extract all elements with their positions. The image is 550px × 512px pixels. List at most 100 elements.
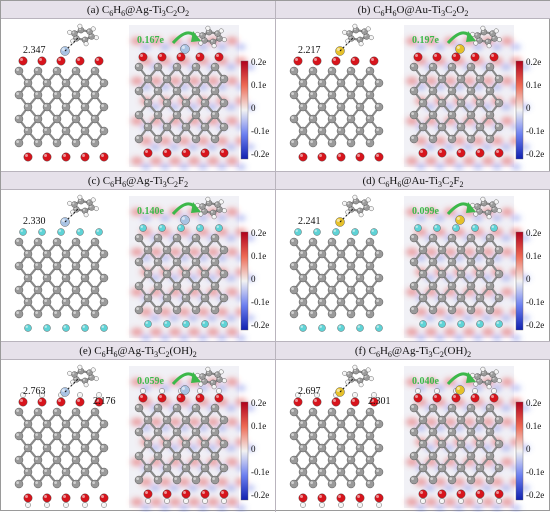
hydrogen-atom — [496, 37, 502, 43]
charge-accumulation — [463, 498, 475, 506]
colorbar-tick: 0.1e — [526, 251, 541, 261]
ti-atom — [374, 419, 384, 429]
ti-atom-highlight — [193, 307, 197, 310]
hydrogen-atom — [77, 392, 83, 398]
hydrogen-atom-highlight — [212, 215, 215, 217]
ti-atom — [327, 407, 337, 417]
carbon-atom-highlight — [200, 33, 203, 36]
ti-atom — [219, 74, 229, 84]
ti-atom-highlight — [193, 283, 197, 286]
ti-atom-highlight — [367, 239, 370, 242]
ti-atom — [153, 281, 163, 291]
charge-depletion — [482, 485, 492, 491]
charge-depletion — [198, 335, 208, 341]
charge-accumulation — [169, 77, 181, 85]
ti-atom-highlight — [164, 465, 168, 468]
ti-atom — [409, 427, 419, 437]
hydrogen-atom-highlight — [440, 499, 442, 501]
ti-atom — [90, 237, 100, 247]
colorbar-tick: -0.2e — [526, 149, 544, 159]
fluorine-atom-highlight — [216, 225, 219, 228]
ti-atom-highlight — [411, 405, 414, 408]
ti-atom-highlight — [458, 295, 461, 298]
ti-atom-highlight — [411, 88, 414, 91]
fluorine-atom-highlight — [333, 229, 336, 232]
charge-accumulation — [188, 328, 200, 336]
ti-atom-highlight — [73, 68, 76, 71]
ti-atom-highlight — [411, 429, 414, 432]
oxygen-atom — [355, 493, 365, 503]
ti-atom-highlight — [35, 68, 38, 71]
ti-atom — [210, 257, 220, 267]
fluorine-atom-highlight — [376, 325, 379, 328]
charge-depletion — [236, 335, 246, 341]
bond-distance-label: 2.330 — [23, 216, 46, 227]
hydrogen-atom — [211, 43, 217, 49]
hydrogen-atom — [365, 367, 371, 373]
charge-accumulation — [406, 248, 418, 256]
charge-depletion — [207, 315, 217, 321]
charge-accumulation — [482, 328, 494, 336]
ti-atom-highlight — [487, 88, 490, 91]
ti-atom — [210, 134, 220, 144]
ti-atom — [153, 134, 163, 144]
colorbar-tick: -0.1e — [526, 297, 544, 307]
ti-atom — [42, 273, 52, 283]
ti-atom-highlight — [92, 409, 95, 412]
hydrogen-atom-highlight — [78, 195, 80, 198]
ti-atom — [90, 407, 100, 417]
hydrogen-atom — [352, 392, 358, 398]
ti-atom — [219, 98, 229, 108]
ti-atom-highlight — [73, 92, 76, 95]
silver-atom — [180, 385, 190, 395]
ti-atom — [14, 237, 24, 247]
ti-atom — [409, 62, 419, 72]
oxygen-atom-highlight — [477, 150, 480, 153]
fluorine-atom — [370, 228, 378, 236]
oxygen-atom — [413, 393, 423, 403]
fluorine-atom — [375, 324, 383, 332]
charge-accumulation — [482, 418, 494, 426]
fluorine-atom-highlight — [63, 325, 66, 328]
oxygen-atom-highlight — [58, 58, 61, 61]
ti-atom — [23, 273, 33, 283]
ti-atom-highlight — [468, 283, 471, 286]
ti-atom — [327, 66, 337, 76]
ti-atom-highlight — [193, 259, 197, 262]
hydrogen-atom-highlight — [206, 367, 208, 370]
oxygen-atom — [331, 56, 341, 66]
oxygen-atom-highlight — [352, 399, 355, 402]
carbon-atom-highlight — [490, 202, 493, 205]
fluorine-atom — [144, 320, 152, 328]
ti-atom — [42, 297, 52, 307]
ti-atom — [71, 237, 81, 247]
arrow-head — [191, 31, 201, 42]
panel-title: (a) C6H6@Ag-Ti3C2O2 — [1, 1, 275, 19]
colorbar-tick: 0 — [251, 103, 256, 113]
ti-atom — [14, 285, 24, 295]
oxygen-atom-highlight — [491, 395, 494, 398]
carbon-atom-highlight — [217, 36, 220, 39]
oxygen-atom — [138, 393, 148, 403]
ti-atom — [317, 467, 327, 477]
ti-atom — [447, 134, 457, 144]
ti-atom-highlight — [458, 271, 461, 274]
colorbar — [515, 401, 524, 501]
ti-atom-highlight — [329, 116, 332, 119]
charge-accumulation — [444, 157, 456, 165]
charge-depletion — [179, 335, 189, 341]
ti-atom — [298, 297, 308, 307]
colorbar-tick: -0.2e — [526, 320, 544, 330]
charge-depletion — [435, 505, 445, 511]
hydrogen-atom-highlight — [343, 371, 345, 374]
oxygen-atom-highlight — [216, 395, 219, 398]
ti-atom — [33, 261, 43, 271]
ti-atom — [143, 98, 153, 108]
ti-atom-highlight — [155, 283, 159, 286]
charge-depletion — [416, 44, 426, 50]
ti-atom-highlight — [155, 429, 159, 432]
hydrogen-atom — [198, 211, 204, 217]
ti-atom-highlight — [430, 235, 433, 238]
ti-atom-highlight — [16, 311, 19, 314]
ti-atom-highlight — [101, 469, 104, 472]
